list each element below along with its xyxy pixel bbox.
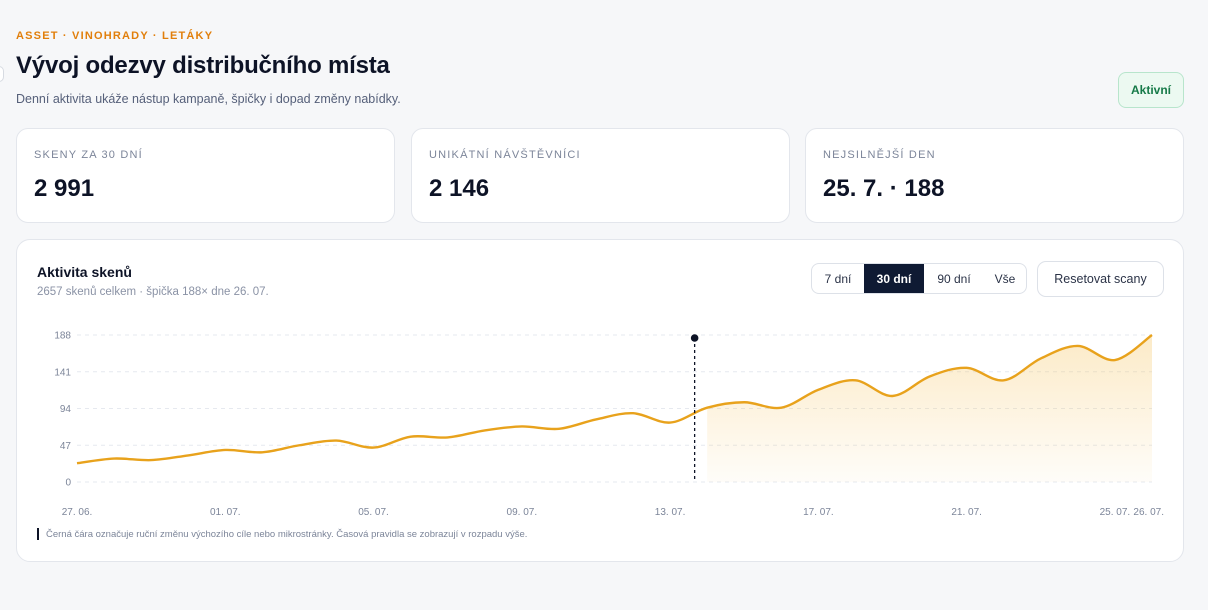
status-badge[interactable]: Aktivní [1118, 72, 1184, 108]
reset-scans-button[interactable]: Resetovat scany [1037, 261, 1164, 297]
stat-card-visitors: UNIKÁTNÍ NÁVŠTĚVNÍCI 2 146 [411, 128, 790, 223]
x-tick-label: 09. 07. [507, 507, 538, 518]
range-90-days-button[interactable]: 90 dní [937, 271, 971, 286]
activity-line [76, 334, 1153, 465]
y-tick-label: 94 [60, 404, 72, 415]
stat-value: 2 146 [429, 175, 490, 202]
change-marker-dot[interactable] [690, 334, 699, 342]
data-point[interactable] [1000, 376, 1008, 384]
data-point[interactable] [221, 446, 229, 454]
x-tick-label: 13. 07. [655, 507, 686, 518]
data-point[interactable] [777, 404, 785, 412]
data-point[interactable] [703, 404, 711, 412]
stat-value: 25. 7. · 188 [823, 175, 945, 202]
stat-label: NEJSILNĚJŠÍ DEN [823, 149, 936, 161]
data-point[interactable] [851, 376, 859, 384]
x-tick-label: 25. 07. [1100, 507, 1131, 518]
data-point[interactable] [1037, 354, 1045, 362]
data-point[interactable] [258, 448, 266, 456]
x-tick-label: 17. 07. [803, 507, 834, 518]
data-point[interactable] [629, 409, 637, 417]
x-tick-label: 26. 07. [1133, 507, 1164, 518]
activity-chart-card: Aktivita skenů 2657 skenů celkem · špičk… [16, 239, 1184, 562]
data-point[interactable] [481, 426, 489, 434]
data-point[interactable] [963, 364, 971, 372]
x-tick-label: 21. 07. [951, 507, 982, 518]
legend-text: Černá čára označuje ruční změnu výchozíh… [46, 528, 528, 540]
activity-chart: 0 47 94 141 188 27. 06. 01. 07. 05. 07. 09. 07. 1… [54, 331, 1164, 519]
data-point[interactable] [370, 444, 378, 452]
page-subtitle: Denní aktivita ukáže nástup kampaně, špi… [16, 92, 401, 106]
x-tick-label: 05. 07. [358, 507, 389, 518]
data-point[interactable] [926, 372, 934, 380]
side-panel-handle[interactable] [0, 66, 4, 82]
data-point[interactable] [1074, 342, 1082, 350]
x-tick-label: 01. 07. [210, 507, 241, 518]
data-point[interactable] [184, 451, 192, 459]
data-point[interactable] [1111, 356, 1119, 364]
chart-subtitle: 2657 skenů celkem · špička 188× dne 26. … [37, 286, 269, 298]
stat-card-best-day: NEJSILNĚJŠÍ DEN 25. 7. · 188 [805, 128, 1184, 223]
y-tick-label: 141 [54, 367, 71, 378]
data-point[interactable] [332, 437, 340, 445]
x-tick-label: 27. 06. [62, 507, 93, 518]
data-point[interactable] [740, 398, 748, 406]
data-point[interactable] [889, 392, 897, 400]
chart-title: Aktivita skenů [37, 264, 132, 280]
data-point[interactable] [666, 419, 674, 427]
data-point[interactable] [73, 459, 81, 467]
range-7-days-button[interactable]: 7 dní [824, 271, 852, 286]
marker-legend-icon [37, 528, 39, 540]
data-point[interactable] [555, 425, 563, 433]
data-point[interactable] [814, 386, 822, 394]
data-point[interactable] [592, 415, 600, 423]
data-point[interactable] [518, 422, 526, 430]
stat-card-scans: SKENY ZA 30 DNÍ 2 991 [16, 128, 395, 223]
data-point[interactable] [147, 456, 155, 464]
activity-area [707, 335, 1152, 482]
data-point[interactable] [444, 433, 452, 441]
y-tick-label: 0 [65, 478, 71, 489]
page-title: Vývoj odezvy distribučního místa [16, 52, 390, 79]
stat-label: UNIKÁTNÍ NÁVŠTĚVNÍCI [429, 149, 581, 161]
data-point[interactable] [1148, 331, 1156, 339]
stat-value: 2 991 [34, 175, 95, 202]
range-all-button[interactable]: Vše [994, 271, 1016, 286]
range-selector: 7 dní 30 dní 90 dní Vše [811, 263, 1027, 294]
stat-label: SKENY ZA 30 DNÍ [34, 149, 143, 161]
range-30-days-button[interactable]: 30 dní [864, 264, 924, 293]
data-point[interactable] [295, 441, 303, 449]
y-tick-label: 47 [60, 441, 72, 452]
y-tick-label: 188 [54, 331, 71, 342]
data-point[interactable] [407, 433, 415, 441]
breadcrumb: ASSET · VINOHRADY · LETÁKY [16, 30, 214, 42]
chart-legend-note: Černá čára označuje ruční změnu výchozíh… [37, 528, 527, 540]
data-point[interactable] [110, 455, 118, 463]
